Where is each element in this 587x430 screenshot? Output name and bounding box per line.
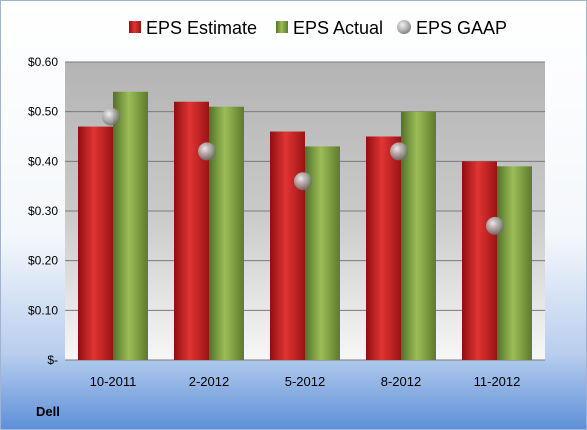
x-tick-label: 11-2012 <box>474 374 521 389</box>
y-tick-label: $0.30 <box>28 204 58 218</box>
y-tick-label: $0.20 <box>28 254 58 268</box>
legend-swatch-actual <box>276 21 288 33</box>
bars <box>78 91 532 361</box>
legend-swatch-gaap <box>397 20 411 34</box>
x-tick-label: 8-2012 <box>381 374 421 389</box>
company-label: Dell <box>36 404 60 419</box>
bar-eps-estimate <box>462 161 497 360</box>
marker-eps-gaap <box>486 216 504 235</box>
y-tick-label: $- <box>47 353 58 367</box>
marker-eps-gaap <box>198 142 216 161</box>
x-tick-label: 10-2011 <box>90 374 137 389</box>
bar-eps-actual <box>209 106 244 360</box>
y-tick-label: $0.10 <box>28 303 58 317</box>
y-tick-label: $0.60 <box>28 55 58 69</box>
bar-eps-estimate <box>366 136 401 360</box>
bar-eps-actual <box>113 91 148 361</box>
y-tick-label: $0.50 <box>28 105 58 119</box>
x-tick-label: 2-2012 <box>189 374 229 389</box>
legend: EPS Estimate EPS Actual EPS GAAP <box>129 18 507 38</box>
bar-eps-estimate <box>78 126 113 360</box>
marker-eps-gaap <box>294 172 312 191</box>
legend-label-gaap: EPS GAAP <box>416 18 507 38</box>
x-tick-label: 5-2012 <box>285 374 325 389</box>
bar-eps-estimate <box>174 101 209 360</box>
x-axis-labels: 10-2011 2-2012 5-2012 8-2012 11-2012 <box>90 374 521 389</box>
y-axis-ticks: $- $0.10 $0.20 $0.30 $0.40 $0.50 $0.60 <box>28 55 58 367</box>
bar-eps-estimate <box>270 131 305 360</box>
marker-eps-gaap <box>390 142 408 161</box>
y-tick-label: $0.40 <box>28 154 58 168</box>
gaap-markers <box>102 107 504 235</box>
marker-eps-gaap <box>102 107 120 126</box>
legend-label-actual: EPS Actual <box>293 18 383 38</box>
legend-swatch-estimate <box>129 21 141 33</box>
legend-label-estimate: EPS Estimate <box>146 18 257 38</box>
bar-eps-actual <box>497 166 532 360</box>
